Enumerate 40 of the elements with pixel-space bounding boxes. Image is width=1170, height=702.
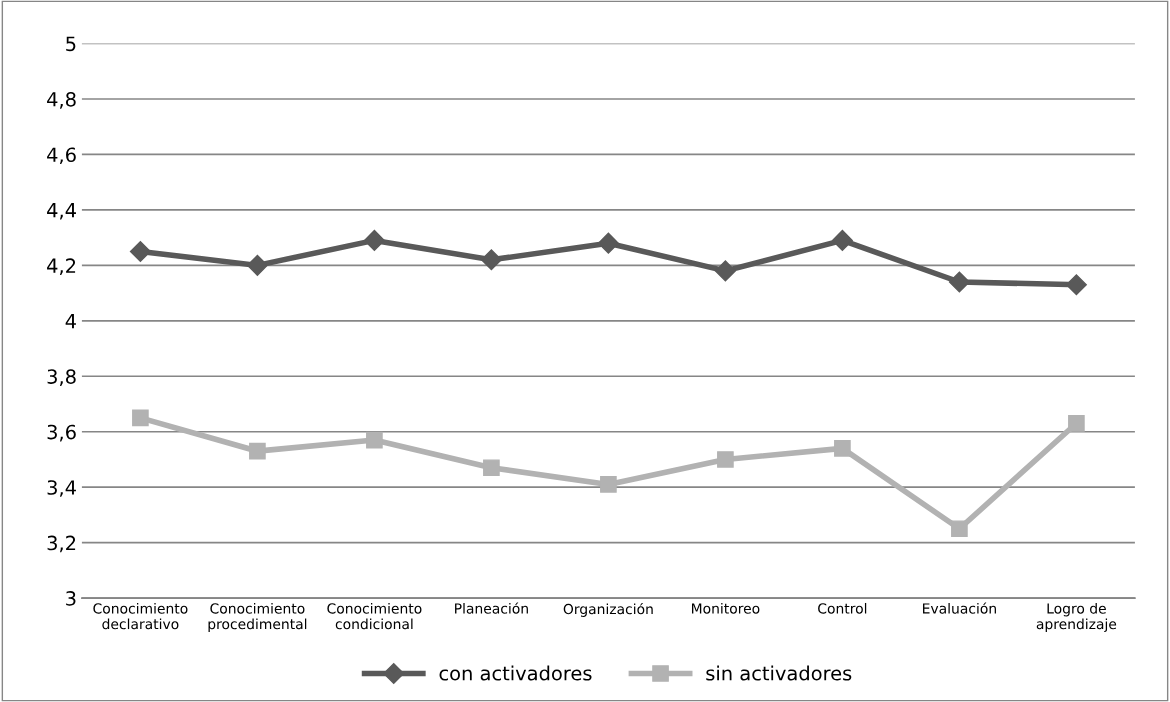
y-tick-label: 4 (65, 314, 76, 329)
point (363, 229, 385, 251)
point (834, 440, 851, 457)
point (1065, 274, 1087, 296)
y-tick-label: 3,6 (47, 424, 76, 442)
x-tick-label: Monitoreo (692, 602, 760, 614)
x-tick-label: Logro de aprendizaje (1036, 602, 1117, 632)
point (483, 459, 500, 477)
x-tick-label: Conocimiento condicional (327, 602, 422, 630)
point (951, 520, 968, 538)
y-tick-label: 3,4 (47, 480, 76, 497)
x-tick-label: Control (818, 602, 867, 614)
point (948, 271, 970, 293)
point (132, 409, 149, 427)
legend-label: sin activadores (706, 665, 852, 681)
y-tick-label: 5 (66, 36, 76, 52)
y-tick-label: 3,8 (47, 369, 76, 386)
x-tick-label: Planeación (455, 602, 528, 614)
y-tick-label: 3 (66, 591, 76, 606)
x-tick-label: Conocimiento declarativo (93, 602, 188, 630)
point (366, 431, 383, 449)
y-tick-label: 4,8 (47, 91, 76, 109)
x-tick-label: Organización (563, 602, 653, 617)
y-tick-label: 4,4 (47, 203, 76, 220)
point (717, 451, 734, 468)
point (600, 476, 617, 493)
point (714, 260, 736, 282)
y-tick-label: 3,2 (47, 535, 76, 553)
x-tick-label: Conocimiento procedimental (208, 602, 307, 632)
x-tick-label: Evaluación (923, 602, 996, 614)
point (249, 442, 266, 460)
point (597, 232, 619, 254)
point (246, 254, 268, 276)
point (831, 229, 853, 251)
y-tick-label: 4,2 (47, 258, 76, 275)
legend-label: con activadores (439, 665, 592, 681)
point (129, 240, 151, 263)
point (1068, 415, 1085, 432)
point (480, 249, 502, 271)
y-tick-label: 4,6 (47, 147, 76, 165)
